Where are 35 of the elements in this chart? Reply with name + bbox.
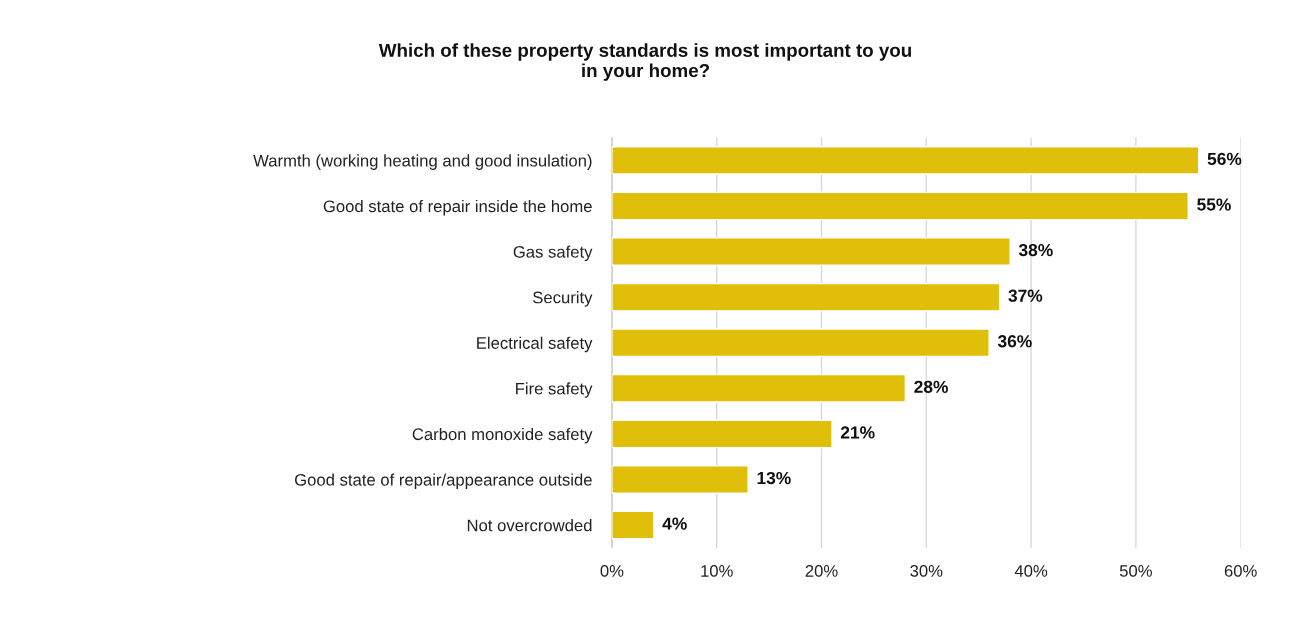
y-tick-label: Security xyxy=(533,291,593,307)
data-label: 55% xyxy=(1197,198,1231,211)
chart-title: Which of these property standards is most important to you in your home? xyxy=(378,43,911,81)
data-label: 28% xyxy=(914,380,948,393)
y-tick-label: Good state of repair inside the home xyxy=(323,199,592,216)
bar xyxy=(611,465,749,494)
x-tick-label: 40% xyxy=(1014,565,1048,577)
bar xyxy=(611,237,1011,266)
data-label: 38% xyxy=(1018,243,1053,257)
bar xyxy=(611,510,655,540)
bar xyxy=(611,373,907,403)
x-tick-label: 50% xyxy=(1119,565,1152,577)
y-tick-label: Carbon monoxide safety xyxy=(412,427,593,444)
bar xyxy=(611,191,1189,221)
x-tick-label: 20% xyxy=(805,565,838,577)
y-tick-label: Fire safety xyxy=(516,382,593,398)
x-tick-label: 30% xyxy=(910,565,943,577)
data-label: 4% xyxy=(662,517,687,530)
data-label: 37% xyxy=(1008,289,1043,302)
data-label: 36% xyxy=(997,335,1032,348)
y-tick-label: Electrical safety xyxy=(477,336,593,353)
y-tick-label: Not overcrowded xyxy=(467,519,592,532)
y-tick-label: Gas safety xyxy=(513,245,593,262)
bar xyxy=(611,146,1200,175)
y-tick-label: Warmth (working heating and good insulation) xyxy=(253,154,592,170)
y-tick-label: Good state of repair/appearance outside xyxy=(295,473,592,490)
x-tick-label: 60% xyxy=(1224,565,1257,577)
data-label: 13% xyxy=(757,471,791,485)
data-label: 56% xyxy=(1207,152,1242,166)
bar xyxy=(611,419,833,449)
bar xyxy=(611,328,990,358)
bar xyxy=(611,282,1001,312)
x-tick-label: 10% xyxy=(701,565,733,577)
x-tick-label: 0% xyxy=(600,565,624,577)
data-label: 21% xyxy=(840,426,875,439)
